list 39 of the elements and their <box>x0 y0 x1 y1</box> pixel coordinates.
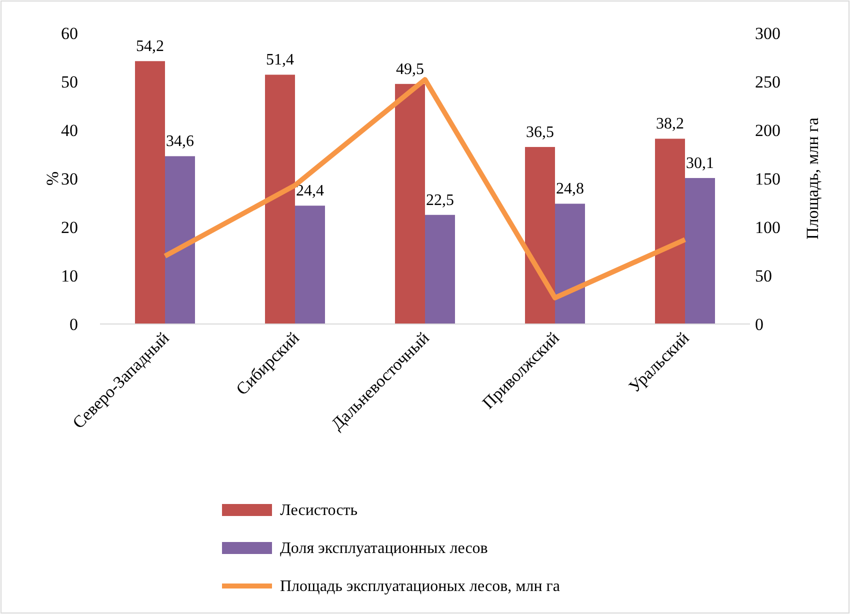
bar <box>295 206 325 324</box>
legend-label: Доля эксплуатационных лесов <box>280 540 488 557</box>
legend-label: Лесистость <box>280 502 358 519</box>
bar <box>425 214 455 324</box>
bar <box>685 178 715 324</box>
y2-axis-title: Площадь, млн га <box>803 117 822 240</box>
y2-tick-label: 250 <box>755 72 780 92</box>
y-tick-label: 10 <box>61 266 78 286</box>
data-label: 30,1 <box>686 155 714 172</box>
y-tick-label: 40 <box>61 121 78 140</box>
bar <box>525 146 555 324</box>
y-tick-label: 60 <box>61 24 78 43</box>
data-label: 54,2 <box>136 38 164 56</box>
data-label: 51,4 <box>266 52 294 69</box>
bar <box>165 156 195 324</box>
bar <box>135 61 165 324</box>
y2-tick-label: 0 <box>755 315 764 334</box>
y-tick-label: 0 <box>70 315 78 334</box>
y2-tick-label: 100 <box>755 218 780 237</box>
data-label: 24,8 <box>556 180 584 198</box>
bar <box>555 204 585 324</box>
bar <box>395 84 425 324</box>
bar <box>265 74 295 324</box>
data-label: 24,4 <box>296 182 324 200</box>
y2-tick-label: 150 <box>755 170 780 188</box>
data-label: 34,6 <box>166 133 194 150</box>
legend-label: Площадь эксплуатационых лесов, млн га <box>280 578 560 595</box>
data-label: 38,2 <box>656 116 684 133</box>
y-tick-label: 50 <box>61 72 78 92</box>
data-label: 36,5 <box>526 124 554 141</box>
y-tick-label: 20 <box>61 218 78 237</box>
y-axis-title: % <box>43 171 62 186</box>
y2-tick-label: 50 <box>755 266 772 286</box>
data-label: 22,5 <box>426 192 454 209</box>
y2-tick-label: 200 <box>755 121 780 140</box>
bar <box>655 138 685 324</box>
data-label: 49,5 <box>396 60 424 78</box>
y-tick-label: 30 <box>61 170 78 188</box>
y2-tick-label: 300 <box>755 24 780 43</box>
